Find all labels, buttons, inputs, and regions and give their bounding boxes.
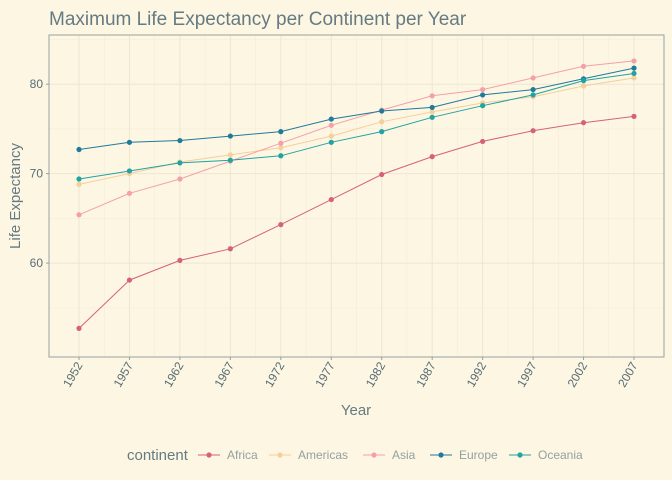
data-point-americas [227,152,233,158]
data-point-africa [480,138,486,145]
series-line-oceania [78,73,635,180]
data-point-oceania [76,176,82,182]
data-point-europe [480,92,486,98]
legend: continent Africa Americas Asia Europe Oceani… [127,447,583,464]
data-point-africa [76,325,82,331]
legend-key-point [438,452,444,458]
series-lines [78,60,635,329]
legend-item-americas: Americas [269,448,348,462]
y-axis: 60 70 80 [30,77,49,270]
data-point-asia [530,75,536,81]
data-point-oceania [580,78,587,84]
legend-label: Oceania [538,448,583,462]
y-tick-label: 80 [30,77,44,91]
data-point-africa [126,277,133,283]
data-point-asia [429,93,435,99]
data-point-africa [580,120,587,126]
series-line-africa [78,115,635,329]
data-point-oceania [227,157,233,163]
series-line-europe [78,67,635,150]
y-axis-title: Life Expectancy [7,143,24,249]
data-point-europe [126,139,133,145]
data-point-africa [227,246,233,252]
data-point-europe [278,129,284,135]
data-point-americas [429,109,435,115]
legend-key-point [277,452,283,458]
data-point-americas [580,83,587,89]
series-line-asia [78,60,635,216]
data-point-africa [328,196,334,203]
legend-items: Africa Americas Asia Europe Oceania [198,448,583,462]
legend-label: Europe [459,448,498,462]
data-point-americas [328,133,334,139]
data-point-europe [76,146,82,153]
data-point-asia [631,58,637,64]
legend-item-africa: Africa [198,448,258,462]
data-point-americas [278,145,284,151]
legend-item-europe: Europe [430,448,498,462]
legend-label: Africa [227,448,258,462]
legend-key-point [517,452,523,458]
legend-label: Asia [392,448,416,462]
data-point-europe [379,108,385,114]
data-point-africa [278,222,284,228]
data-point-oceania [631,70,637,77]
data-point-asia [76,212,82,218]
data-point-africa [530,128,536,134]
data-point-asia [580,63,587,69]
legend-key-point [371,452,377,458]
data-point-oceania [177,160,183,166]
legend-item-asia: Asia [363,448,416,462]
data-point-europe [328,116,334,122]
data-point-asia [177,176,183,182]
data-point-oceania [328,139,334,145]
grid-lines [49,35,664,357]
y-tick-label: 60 [30,256,44,270]
data-point-oceania [379,129,385,135]
chart-title: Maximum Life Expectancy per Continent pe… [49,9,467,30]
legend-title: continent [127,447,189,464]
data-point-europe [177,137,183,144]
data-point-europe [227,133,233,139]
data-point-americas [631,75,637,81]
data-point-asia [480,86,486,93]
data-point-africa [631,113,637,119]
data-point-oceania [278,153,284,159]
data-point-americas [76,181,82,187]
legend-item-oceania: Oceania [509,448,583,462]
data-point-africa [429,154,435,160]
data-point-americas [379,119,385,125]
data-point-europe [530,86,536,93]
data-point-oceania [126,168,133,174]
plot-panel-border [48,34,665,358]
data-point-africa [177,257,183,263]
data-point-oceania [530,92,536,98]
data-point-asia [328,122,334,128]
data-point-europe [429,104,435,111]
legend-label: Americas [298,448,348,462]
data-point-europe [631,65,637,71]
data-point-africa [379,171,385,178]
data-point-asia [126,190,133,196]
data-point-asia [278,140,284,146]
series-points [76,58,637,331]
data-point-oceania [480,103,486,109]
x-axis-title: Year [341,402,371,419]
data-point-oceania [429,114,435,120]
legend-key-point [206,452,212,458]
y-tick-label: 70 [30,167,44,181]
